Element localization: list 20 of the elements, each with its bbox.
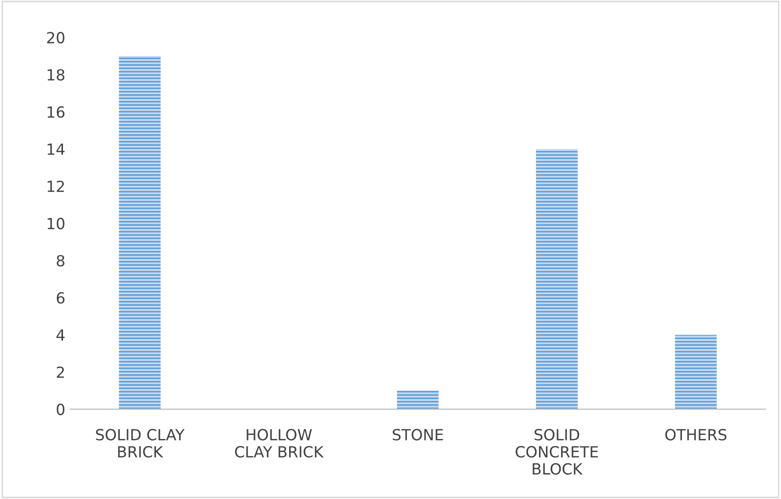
y-tick-label: 12	[48, 180, 64, 192]
y-tick-label: 14	[48, 144, 65, 155]
y-tick-label: 6	[56, 292, 64, 304]
x-tick-label: SOLID CONCRETE BLOCK	[516, 428, 598, 475]
bar	[675, 334, 717, 410]
y-tick-label: 2	[56, 366, 64, 378]
y-tick-label: 16	[48, 106, 64, 118]
x-tick-label: HOLLOW CLAY BRICK	[235, 428, 324, 458]
x-tick-label: OTHERS	[665, 428, 726, 440]
x-tick-label: STONE	[392, 428, 443, 440]
y-tick-label: 8	[56, 254, 64, 266]
y-tick-label: 4	[56, 329, 65, 341]
y-tick-label: 20	[47, 32, 64, 44]
bar	[396, 390, 439, 410]
y-tick-label: 10	[48, 218, 64, 230]
bar	[118, 56, 161, 410]
bar	[536, 148, 578, 410]
x-tick-label: SOLID CLAY BRICK	[96, 428, 185, 458]
y-tick-label: 0	[56, 404, 64, 416]
y-tick-label: 18	[48, 69, 64, 81]
